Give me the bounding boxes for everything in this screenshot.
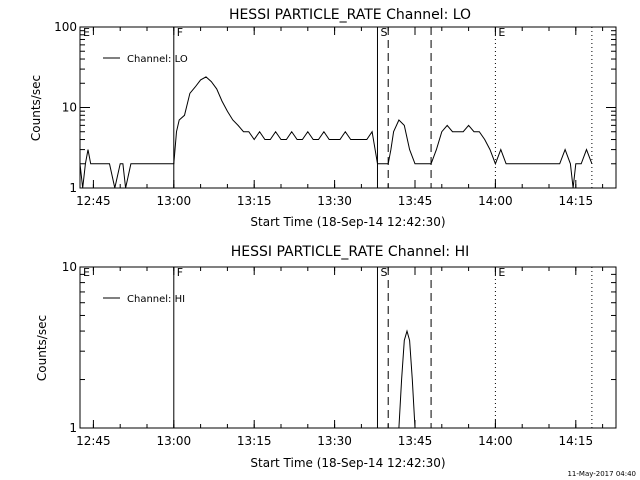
x-tick-label: 13:00 [157,194,192,208]
legend-label: Channel: HI [127,294,185,305]
x-tick-label: 13:00 [157,434,192,448]
x-tick-label: 13:30 [317,194,352,208]
x-tick-label: 14:00 [478,434,513,448]
event-marker-label: S [380,26,387,39]
generation-timestamp: 11-May-2017 04:40 [567,470,636,478]
x-tick-label: 12:45 [76,434,111,448]
y-tick-label: 1 [69,181,77,195]
x-tick-label: 14:15 [559,434,594,448]
y-tick-label: 10 [62,260,77,274]
y-tick-label: 1 [69,421,77,435]
x-tick-label: 13:45 [398,194,433,208]
y-tick-label: 100 [54,20,77,34]
y-axis-label: Counts/sec [35,315,49,381]
x-tick-label: 14:15 [559,194,594,208]
chart-title: HESSI PARTICLE_RATE Channel: HI [231,244,469,260]
x-axis-label: Start Time (18-Sep-14 12:42:30) [250,215,445,229]
legend-label: Channel: LO [127,54,188,65]
event-marker-label: E [498,266,505,279]
event-marker-label: E [498,26,505,39]
x-tick-label: 13:30 [317,434,352,448]
x-axis-label: Start Time (18-Sep-14 12:42:30) [250,456,445,470]
x-tick-label: 14:00 [478,194,513,208]
event-marker-label: F [177,266,183,279]
y-tick-label: 10 [62,101,77,115]
chart-title: HESSI PARTICLE_RATE Channel: LO [229,7,471,23]
x-tick-label: 13:45 [398,434,433,448]
event-marker-label: S [380,266,387,279]
event-marker-label: E [83,26,90,39]
series-line [79,76,593,189]
chart-panel-hi: HESSI PARTICLE_RATE Channel: HI Start Ti… [35,244,617,470]
plot-frame [79,266,617,429]
x-tick-label: 13:15 [237,194,272,208]
chart-panel-lo: HESSI PARTICLE_RATE Channel: LO Start Ti… [29,7,617,229]
y-axis-label: Counts/sec [29,75,43,141]
x-tick-label: 13:15 [237,434,272,448]
x-tick-label: 12:45 [76,194,111,208]
event-marker-label: E [83,266,90,279]
event-marker-label: F [177,26,183,39]
